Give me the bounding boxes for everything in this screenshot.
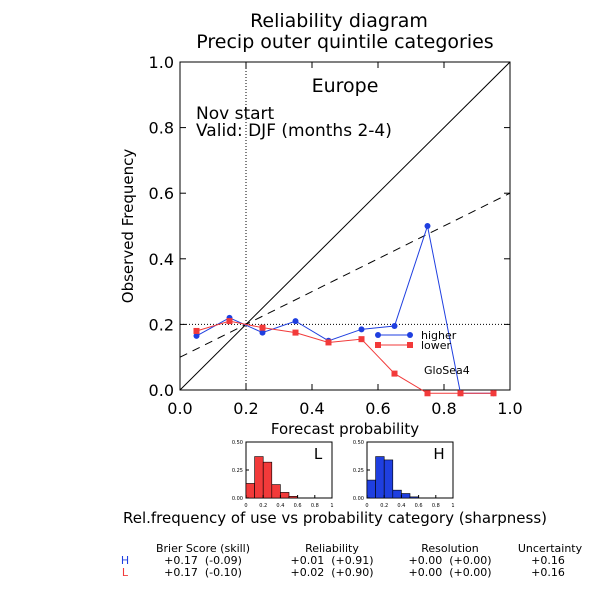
score-row-h-uncertainty: +0.16 [531,554,565,567]
histogram-x-tick-label: 0.2 [259,503,267,509]
y-tick-label: 0.8 [149,119,174,138]
histogram-x-tick-label: 0.4 [276,503,284,509]
legend-marker-higher [407,332,413,338]
data-point-lower [424,390,431,397]
histogram-y-tick-label: 0.50 [353,440,364,446]
histogram-x-tick-label: 0.4 [397,503,405,509]
data-point-lower [490,390,497,397]
y-tick-label: 0.0 [149,381,174,400]
data-point-higher [193,332,200,339]
no-skill-line [179,192,511,358]
score-header-reliability: Reliability [305,542,359,555]
reliability-plot: 0.0 0.2 0.4 0.6 0.8 1.0 0.0 0.2 0.4 0.6 0.8 1.0 Fore… [119,53,523,438]
histogram-x-tick-label: 1 [451,503,454,509]
histogram-x-tick-label: 0.6 [415,503,423,509]
histogram-x-tick-label: 1 [330,503,333,509]
series-line-lower [196,320,494,394]
legend-marker-lower [407,342,413,348]
score-row-label-h: H [121,554,129,567]
x-tick-label: 0.6 [365,399,390,418]
score-header-uncertainty: Uncertainty [518,542,583,555]
x-tick-label: 1.0 [497,399,522,418]
y-tick-label: 0.4 [149,250,174,269]
histogram-y-tick-label: 0.00 [353,496,364,502]
histogram-bar [392,489,402,499]
data-point-lower [457,390,464,397]
y-tick-label: 0.2 [149,315,174,334]
data-point-lower [292,329,299,336]
histogram-y-tick-label: 0.25 [353,468,364,474]
histogram-bar [254,456,264,499]
data-point-higher [259,329,266,336]
series-line-higher [196,224,494,394]
score-table: Brier Score (skill) Reliability Resoluti… [121,542,583,579]
plot-frame [179,61,511,391]
data-point-lower [226,318,233,325]
valid-label: Valid: DJF (months 2-4) [196,121,392,141]
data-point-higher [292,318,299,325]
sharpness-caption: Rel.frequency of use vs probability cate… [123,509,547,527]
score-row-l-brier: +0.17 (-0.10) [164,566,242,579]
x-axis-label: Forecast probability [271,420,419,438]
score-row-h-reliability: +0.01 (+0.91) [291,554,374,567]
x-tick-label: 0.4 [299,399,324,418]
x-tick-label: 0.8 [431,399,456,418]
chart-subtitle: Precip outer quintile categories [196,31,493,53]
data-point-higher [424,223,431,229]
score-row-label-l: L [122,566,129,579]
data-point-lower [325,339,332,346]
histogram-bar [245,483,255,499]
histogram-bar [409,496,419,499]
sharpness-histogram-lower: 0.50 0.25 0.000 0.2 0.4 0.6 0.8 1 L [232,440,334,509]
data-point-higher [358,326,365,333]
score-row-h-brier: +0.17 (-0.09) [164,554,242,567]
histogram-bar [383,459,394,499]
model-label: GloSea4 [424,364,470,377]
histogram-y-tick-label: 0.00 [232,496,243,502]
histogram-bar [375,456,385,499]
histogram-panel-label: H [433,445,444,463]
score-row-h-resolution: +0.00 (+0.00) [409,554,492,567]
score-row-l-resolution: +0.00 (+0.00) [409,566,492,579]
perfect-reliability-line [179,61,511,391]
histogram-bar [288,496,298,499]
chart-title: Reliability diagram [250,10,428,32]
y-tick-label: 1.0 [149,53,174,72]
histogram-x-tick-label: 0.2 [380,503,388,509]
start-label: Nov start [196,104,275,124]
data-point-higher [391,323,398,330]
legend-marker-higher [375,332,381,338]
x-tick-label: 0.2 [233,399,258,418]
histogram-bar [401,493,411,499]
histogram-bar [366,479,376,499]
score-row-l-uncertainty: +0.16 [531,566,565,579]
histogram-bar [262,461,273,499]
legend-label-higher: higher [421,329,457,342]
data-point-lower [358,336,365,343]
histogram-x-tick-label: 0.8 [432,503,440,509]
histogram-y-tick-label: 0.50 [232,440,243,446]
legend-label-lower: lower [421,339,452,352]
histogram-bar [271,484,281,499]
data-point-lower [259,324,266,331]
histogram-panel-label: L [314,445,323,463]
sharpness-histogram-higher: 0.50 0.25 0.000 0.2 0.4 0.6 0.8 1 H [353,440,455,509]
legend-marker-lower [375,342,381,348]
histogram-x-tick-label: 0.6 [294,503,302,509]
region-label: Europe [312,75,379,97]
y-axis-label: Observed Frequency [119,149,137,304]
y-tick-label: 0.6 [149,184,174,203]
histogram-y-tick-label: 0.25 [232,468,243,474]
score-row-l-reliability: +0.02 (+0.90) [291,566,374,579]
histogram-x-tick-label: 0 [244,503,247,509]
data-point-lower [391,370,398,377]
histogram-x-tick-label: 0.8 [311,503,319,509]
data-point-lower [193,327,200,334]
score-header-brier: Brier Score (skill) [156,542,250,555]
score-header-resolution: Resolution [421,542,479,555]
x-tick-label: 0.0 [167,399,192,418]
histogram-bar [280,492,290,499]
histogram-x-tick-label: 0 [365,503,368,509]
